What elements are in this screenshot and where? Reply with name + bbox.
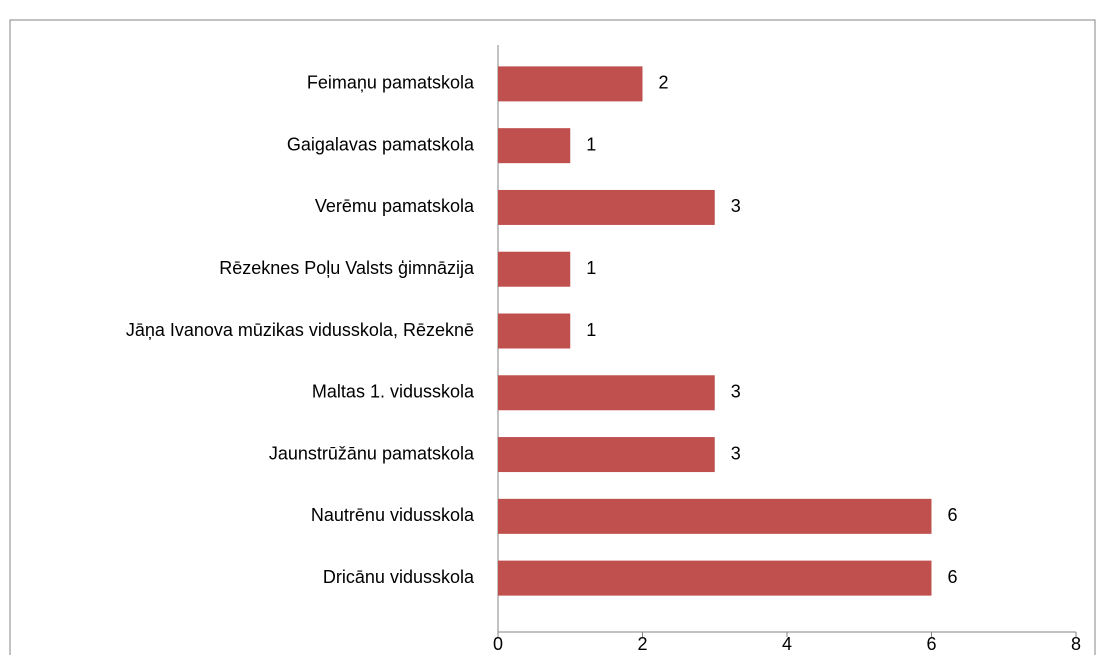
x-tick-label: 0 [493, 634, 503, 654]
bar [498, 437, 715, 473]
bar [498, 313, 571, 349]
x-tick-label: 6 [926, 634, 936, 654]
y-tick-label: Gaigalavas pamatskola [287, 134, 475, 154]
y-tick-label: Maltas 1. vidusskola [312, 382, 475, 402]
chart-border [9, 19, 1096, 655]
bar [498, 251, 571, 287]
data-label: 1 [586, 258, 596, 278]
bar [498, 66, 643, 102]
y-tick-label: Jāņa Ivanova mūzikas vidusskola, Rēzeknē [126, 320, 474, 340]
data-label: 2 [659, 73, 669, 93]
y-tick-label: Nautrēnu vidusskola [311, 505, 475, 525]
data-label: 3 [731, 443, 741, 463]
y-tick-label: Dricānu vidusskola [323, 567, 475, 587]
bar [498, 375, 715, 411]
x-tick-label: 4 [782, 634, 792, 654]
data-label: 1 [586, 134, 596, 154]
data-label: 1 [586, 320, 596, 340]
x-tick-label: 2 [637, 634, 647, 654]
bar [498, 560, 932, 596]
y-tick-label: Feimaņu pamatskola [307, 73, 475, 93]
bar [498, 498, 932, 534]
bar [498, 189, 715, 225]
x-tick-label: 8 [1071, 634, 1081, 654]
bar [498, 128, 571, 164]
data-label: 3 [731, 196, 741, 216]
y-tick-label: Verēmu pamatskola [315, 196, 475, 216]
y-tick-label: Jaunstrūžānu pamatskola [269, 443, 475, 463]
y-tick-label: Rēzeknes Poļu Valsts ģimnāzija [219, 258, 475, 278]
data-label: 6 [948, 567, 958, 587]
data-label: 6 [948, 505, 958, 525]
data-label: 3 [731, 382, 741, 402]
